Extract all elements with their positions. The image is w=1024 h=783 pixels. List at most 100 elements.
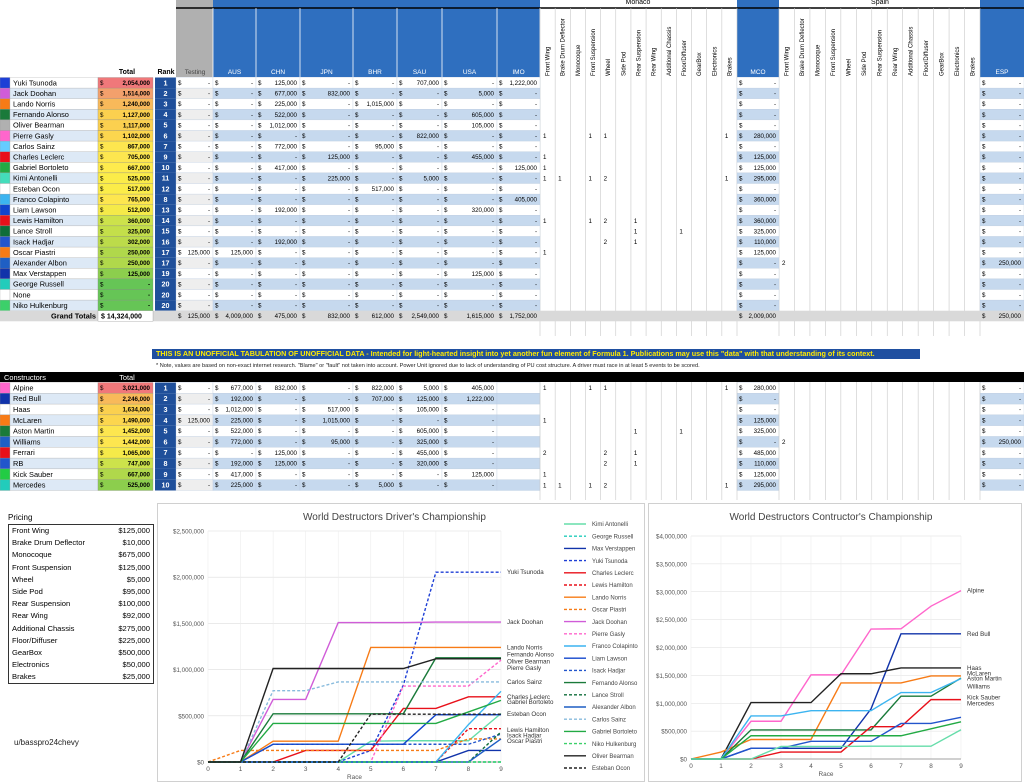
driver-name: Kimi Antonelli: [13, 174, 58, 183]
x-tick-label: 6: [869, 763, 873, 770]
driver-race-value-dollar: $: [178, 91, 182, 98]
constructor-race-value: -: [492, 428, 494, 435]
driver-race-value-dollar: $: [355, 80, 359, 87]
end-label: Oscar Piastri: [507, 738, 542, 745]
driver-race-value-dollar: $: [215, 175, 219, 182]
constructor-mco-value-dollar: $: [739, 482, 743, 489]
driver-name: Lando Norris: [13, 100, 56, 109]
driver-race-cell: [299, 98, 354, 110]
driver-race-value-dollar: $: [258, 250, 262, 257]
driver-race-value: 1,015,000: [366, 101, 394, 108]
constructor-race-value: 1,222,000: [466, 396, 494, 403]
driver-mco-cell: [736, 204, 780, 216]
end-label: Charles Leclerc: [507, 694, 550, 701]
driver-race-cell: [352, 268, 398, 280]
driver-race-value-dollar: $: [215, 144, 219, 151]
constructor-esp-value-dollar: $: [982, 385, 986, 392]
driver-race-value: -: [437, 144, 439, 151]
driver-rank: 8: [164, 195, 168, 204]
race-total-value-dollar: $: [215, 313, 219, 320]
driver-race-cell: [496, 225, 541, 237]
driver-race-cell: [352, 119, 398, 131]
driver-color-swatch: [0, 140, 11, 152]
driver-total-dollar: $: [100, 122, 104, 129]
driver-race-value-dollar: $: [355, 154, 359, 161]
constructor-color-swatch: [0, 382, 11, 394]
monaco-part-header: Rear Suspension: [637, 30, 643, 76]
series-line-lando-norris: [208, 646, 501, 763]
driver-race-value: -: [492, 239, 494, 246]
legend-entry: Max Verstappen: [592, 547, 635, 553]
driver-esp-value: -: [1019, 91, 1021, 98]
driver-race-value-dollar: $: [355, 281, 359, 288]
y-tick-label: $2,000,000: [173, 575, 205, 582]
driver-total: 302,000: [128, 239, 151, 246]
constructor-race-cell: [352, 468, 398, 480]
driver-total-dollar: $: [100, 271, 104, 278]
constructor-mco-value-dollar: $: [739, 385, 743, 392]
rank-header: Rank: [157, 69, 174, 76]
constructor-race-value: -: [295, 396, 297, 403]
driver-race-value: -: [251, 122, 253, 129]
constructor-esp-cell: [979, 479, 1024, 491]
monaco-part-header: Floor/Diffuser: [682, 40, 688, 76]
driver-race-value: -: [251, 80, 253, 87]
driver-race-value-dollar: $: [399, 271, 403, 278]
constructor-total-dollar: $: [100, 461, 104, 468]
driver-race-cell: [396, 151, 443, 163]
driver-esp-value: -: [1019, 154, 1021, 161]
driver-color-swatch: [0, 215, 11, 227]
constructor-race-value-dollar: $: [444, 471, 448, 478]
driver-race-value-dollar: $: [399, 133, 403, 140]
series-line-mercedes: [691, 729, 962, 760]
x-tick-label: 8: [467, 766, 471, 773]
driver-race-cell: [255, 246, 301, 258]
driver-race-cell: [212, 109, 257, 121]
driver-race-value-dollar: $: [258, 207, 262, 214]
driver-race-value-dollar: $: [399, 250, 403, 257]
driver-race-value: -: [437, 101, 439, 108]
pricing-part-name: Rear Suspension: [12, 599, 71, 609]
driver-total: 250,000: [128, 250, 151, 257]
driver-race-value: -: [492, 292, 494, 299]
x-tick-label: 0: [689, 763, 693, 770]
constructor-race-value: -: [348, 471, 350, 478]
pricing-part-name: Additional Chassis: [12, 623, 75, 633]
driver-total-dollar: $: [100, 175, 104, 182]
spain-part-header: Side Pod: [862, 52, 868, 76]
driver-race-value-dollar: $: [215, 239, 219, 246]
driver-esp-value: -: [1019, 112, 1021, 119]
driver-color-swatch: [0, 172, 11, 184]
driver-race-value-dollar: $: [499, 239, 503, 246]
driver-race-value-dollar: $: [215, 165, 219, 172]
driver-total: 2,054,000: [122, 80, 150, 87]
pricing-row: Electronics $50,000: [9, 659, 153, 671]
driver-race-value-dollar: $: [302, 303, 306, 310]
driver-race-value: -: [492, 228, 494, 235]
driver-race-value-dollar: $: [258, 91, 262, 98]
driver-race-value: -: [392, 154, 394, 161]
driver-race-value-dollar: $: [499, 154, 503, 161]
driver-race-cell: [352, 215, 398, 227]
driver-race-value-dollar: $: [444, 144, 448, 151]
constructor-race-cell: [299, 382, 354, 394]
x-tick-label: 1: [239, 766, 243, 773]
driver-esp-value-dollar: $: [982, 218, 986, 225]
constructor-race-value-dollar: $: [178, 428, 182, 435]
driver-race-value-dollar: $: [258, 197, 262, 204]
race-total-value-dollar: $: [444, 313, 448, 320]
driver-race-cell: [396, 119, 443, 131]
driver-race-cell: [496, 246, 541, 258]
driver-race-value-dollar: $: [444, 101, 448, 108]
driver-race-value-dollar: $: [302, 175, 306, 182]
driver-mco-value: 360,000: [754, 218, 777, 225]
driver-esp-value: -: [1019, 122, 1021, 129]
constructor-imo-cell: [496, 457, 541, 470]
driver-rank-cell: [155, 88, 176, 99]
driver-race-value: -: [295, 260, 297, 267]
constructor-race-value-dollar: $: [215, 439, 219, 446]
driver-race-value: -: [348, 207, 350, 214]
driver-esp-value-dollar: $: [982, 91, 986, 98]
constructor-race-value: -: [208, 407, 210, 414]
driver-esp-value: -: [1019, 228, 1021, 235]
